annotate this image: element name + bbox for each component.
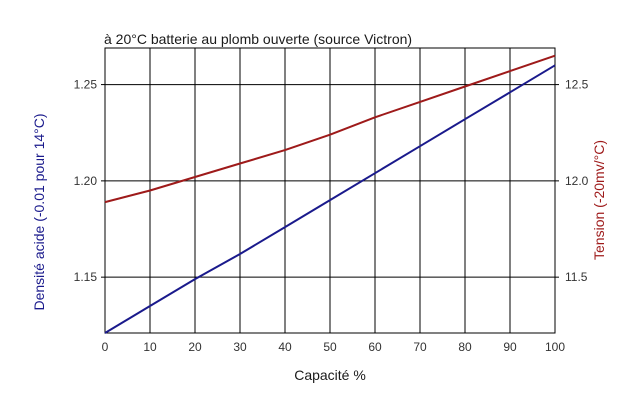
y-axis-left-title: Densité acide (-0.01 pour 14°C) [31, 113, 47, 310]
x-axis-title: Capacité % [294, 367, 366, 383]
x-tick-label: 20 [188, 340, 202, 354]
y-left-tick-label: 1.25 [74, 78, 98, 92]
x-tick-label: 40 [278, 340, 292, 354]
y-left-tick-label: 1.20 [74, 174, 98, 188]
x-tick-label: 100 [545, 340, 565, 354]
y-right-tick-label: 11.5 [565, 270, 588, 284]
x-tick-label: 60 [368, 340, 382, 354]
x-tick-label: 0 [102, 340, 109, 354]
x-tick-label: 10 [143, 340, 157, 354]
x-tick-label: 70 [413, 340, 427, 354]
ticks: 0 10 20 30 40 50 60 70 80 90 100 1.25 1.20 1.15 12.5 12… [74, 78, 589, 354]
y-axis-right-title: Tension (-20mv/°C) [591, 140, 607, 260]
x-tick-label: 90 [503, 340, 517, 354]
y-right-tick-label: 12.0 [565, 174, 589, 188]
grid [101, 47, 559, 334]
x-tick-label: 30 [233, 340, 247, 354]
chart-title: à 20°C batterie au plomb ouverte (source… [104, 31, 412, 47]
density-series-line [104, 64, 556, 334]
voltage-series-line [104, 54, 556, 204]
y-left-tick-label: 1.15 [74, 270, 98, 284]
x-tick-label: 80 [458, 340, 472, 354]
x-tick-label: 50 [323, 340, 337, 354]
y-right-tick-label: 12.5 [565, 78, 589, 92]
series-layer [104, 54, 556, 334]
